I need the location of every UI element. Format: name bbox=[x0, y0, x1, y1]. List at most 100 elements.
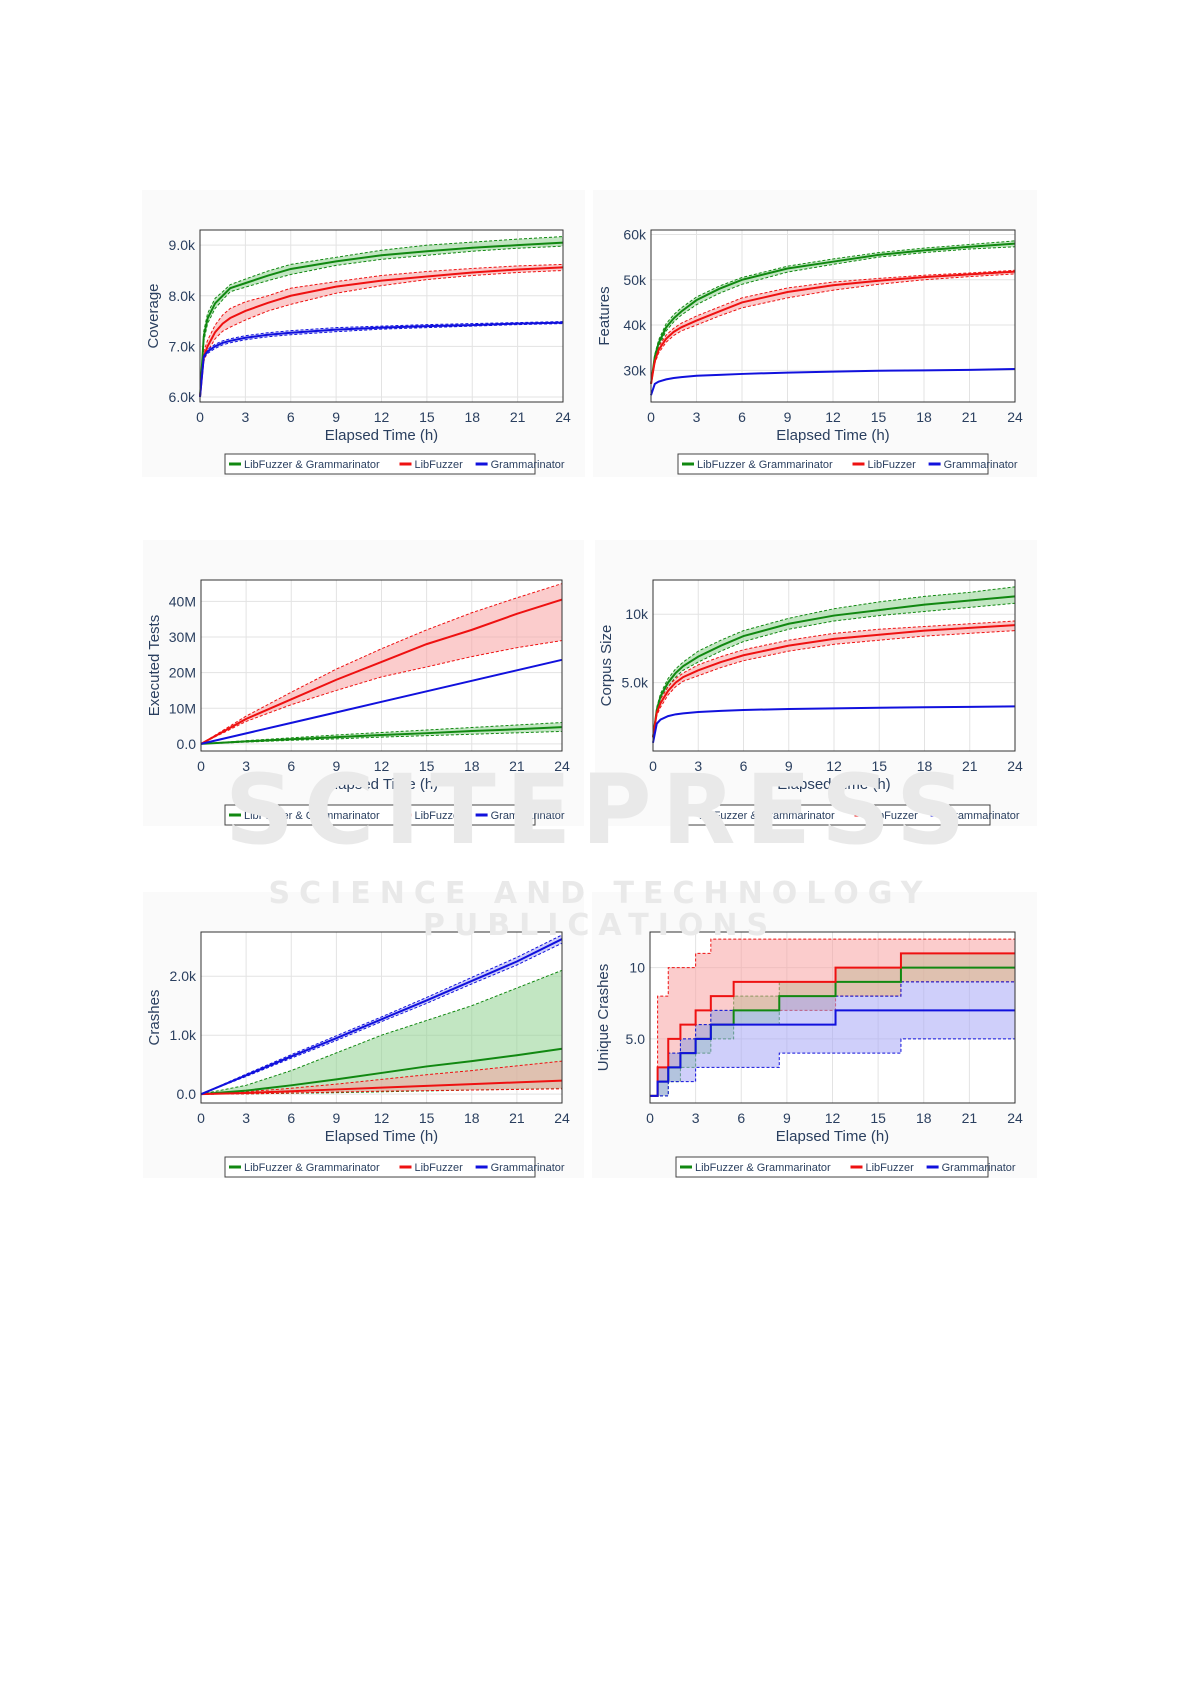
band-red bbox=[200, 264, 563, 397]
plot-frame bbox=[200, 579, 563, 752]
legend: LibFuzzer & Grammarinator LibFuzzer Gramma… bbox=[675, 1156, 1016, 1178]
x-tick-label: 18 bbox=[917, 758, 933, 774]
x-tick-label: 6 bbox=[287, 758, 295, 774]
legend-label-blue: Grammarinator bbox=[491, 1162, 565, 1174]
band-lower-red bbox=[650, 273, 1016, 384]
y-tick-label: 10M bbox=[169, 700, 196, 716]
legend: LibFuzzer & Grammarinator LibFuzzer Gramma… bbox=[224, 1156, 565, 1178]
x-tick-label: 24 bbox=[1007, 758, 1023, 774]
band-lower-red bbox=[200, 1088, 563, 1095]
x-tick-label: 6 bbox=[287, 1110, 295, 1126]
band-upper-red bbox=[199, 263, 564, 397]
legend-label-red: LibFuzzer bbox=[415, 810, 464, 822]
x-tick-label: 15 bbox=[871, 409, 887, 425]
x-tick-label: 24 bbox=[554, 1110, 570, 1126]
x-tick-label: 21 bbox=[962, 409, 978, 425]
plot-frame bbox=[650, 229, 1016, 403]
x-tick-label: 12 bbox=[826, 758, 842, 774]
band-red bbox=[201, 1061, 562, 1095]
series-line-green bbox=[199, 241, 564, 398]
series-line-green bbox=[650, 242, 1016, 385]
band-red bbox=[201, 583, 562, 744]
legend: LibFuzzer & Grammarinator LibFuzzer Gramma… bbox=[224, 453, 565, 475]
series-line-red bbox=[199, 266, 564, 398]
legend-label-green: LibFuzzer & Grammarinator bbox=[244, 810, 380, 822]
x-tick-label: 15 bbox=[419, 758, 435, 774]
legend-label-red: LibFuzzer bbox=[870, 810, 919, 822]
x-axis-title: Elapsed Time (h) bbox=[325, 1128, 438, 1145]
legend-box bbox=[224, 453, 536, 475]
x-tick-label: 3 bbox=[242, 1110, 250, 1126]
x-tick-label: 21 bbox=[510, 409, 526, 425]
series-line-blue bbox=[650, 367, 1016, 396]
x-tick-label: 21 bbox=[962, 1110, 978, 1126]
x-tick-label: 12 bbox=[374, 409, 390, 425]
x-tick-label: 3 bbox=[692, 1110, 700, 1126]
series-line-blue bbox=[199, 321, 564, 398]
series-line-blue bbox=[652, 705, 1016, 743]
x-axis-title: Elapsed Time (h) bbox=[776, 1128, 889, 1145]
x-tick-label: 3 bbox=[242, 758, 250, 774]
legend: LibFuzzer & Grammarinator LibFuzzer Gramma… bbox=[224, 804, 565, 826]
y-axis-title: Corpus Size bbox=[598, 625, 615, 707]
x-tick-label: 0 bbox=[646, 1110, 654, 1126]
y-tick-label: 1.0k bbox=[170, 1027, 197, 1043]
legend-label-blue: Grammarinator bbox=[491, 459, 565, 471]
series-line-green bbox=[200, 1047, 563, 1096]
x-tick-label: 9 bbox=[332, 758, 340, 774]
x-tick-label: 24 bbox=[555, 409, 571, 425]
y-tick-label: 50k bbox=[623, 272, 647, 288]
x-tick-label: 18 bbox=[464, 1110, 480, 1126]
series-line-red bbox=[652, 624, 1016, 738]
x-axis-title: Elapsed Time (h) bbox=[776, 427, 889, 444]
band-lower-red bbox=[200, 640, 563, 745]
x-tick-label: 12 bbox=[374, 758, 390, 774]
x-tick-label: 18 bbox=[464, 409, 480, 425]
legend-label-red: LibFuzzer bbox=[415, 1162, 464, 1174]
chart-panel-4: 0 3 6 9 12 15 18 21 24 5.0k 10k Elapsed Time (h) Cor… bbox=[595, 540, 1037, 826]
y-tick-label: 9.0k bbox=[169, 237, 196, 253]
x-tick-label: 24 bbox=[1007, 1110, 1023, 1126]
x-tick-label: 21 bbox=[962, 758, 978, 774]
y-tick-label: 40k bbox=[623, 317, 647, 333]
y-axis-title: Unique Crashes bbox=[595, 964, 612, 1072]
x-tick-label: 18 bbox=[916, 1110, 932, 1126]
y-tick-label: 0.0 bbox=[177, 1086, 197, 1102]
band-upper-red bbox=[650, 269, 1016, 384]
x-tick-label: 18 bbox=[464, 758, 480, 774]
series-line-red bbox=[200, 598, 563, 745]
series-line-blue bbox=[200, 658, 563, 745]
y-tick-label: 60k bbox=[623, 227, 647, 243]
x-tick-label: 6 bbox=[738, 409, 746, 425]
x-tick-label: 12 bbox=[825, 1110, 841, 1126]
band-red bbox=[650, 939, 1015, 1096]
x-tick-label: 3 bbox=[693, 409, 701, 425]
legend-label-blue: Grammarinator bbox=[944, 459, 1018, 471]
series-line-blue bbox=[200, 938, 563, 1096]
band-upper-blue bbox=[200, 934, 563, 1095]
x-tick-label: 18 bbox=[916, 409, 932, 425]
legend-box bbox=[679, 804, 991, 826]
x-tick-label: 0 bbox=[197, 758, 205, 774]
band-upper-green bbox=[652, 586, 1016, 738]
x-axis-title: Elapsed Time (h) bbox=[777, 776, 890, 793]
legend: LibFuzzer & Grammarinator LibFuzzer Gramma… bbox=[677, 453, 1018, 475]
legend-label-red: LibFuzzer bbox=[415, 459, 464, 471]
legend-label-green: LibFuzzer & Grammarinator bbox=[699, 810, 835, 822]
series-line-red bbox=[650, 270, 1016, 385]
y-axis-title: Coverage bbox=[145, 283, 162, 348]
series-line-blue bbox=[650, 1009, 1015, 1097]
chart-panel-6: 0 3 6 9 12 15 18 21 24 5.0 10 Elapsed Time (h) Uniqu… bbox=[592, 892, 1037, 1178]
x-tick-label: 12 bbox=[825, 409, 841, 425]
band-red bbox=[651, 270, 1015, 384]
x-tick-label: 6 bbox=[740, 758, 748, 774]
band-upper-red bbox=[652, 620, 1016, 738]
legend-label-green: LibFuzzer & Grammarinator bbox=[244, 1162, 380, 1174]
x-tick-label: 24 bbox=[1007, 409, 1023, 425]
band-lower-blue bbox=[650, 1038, 1015, 1097]
series-line-green bbox=[200, 726, 563, 745]
x-axis-title: Elapsed Time (h) bbox=[325, 776, 438, 793]
legend-box bbox=[224, 804, 536, 826]
y-tick-label: 6.0k bbox=[169, 389, 196, 405]
x-tick-label: 3 bbox=[241, 409, 249, 425]
